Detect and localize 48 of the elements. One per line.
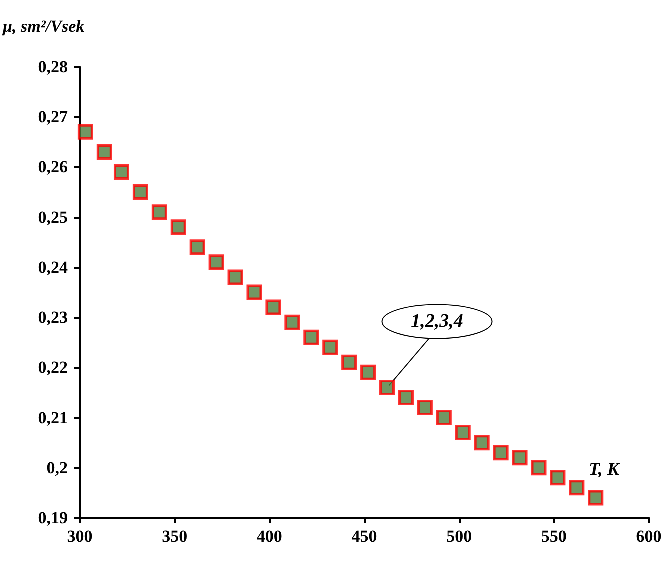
point [208, 254, 224, 270]
point [304, 330, 320, 346]
x-tick-label: 450 [352, 527, 378, 546]
y-tick-label: 0,23 [38, 308, 68, 328]
point [531, 460, 547, 476]
point [114, 164, 130, 180]
x-tick-label: 300 [67, 527, 93, 546]
point [228, 270, 244, 286]
point [78, 124, 94, 140]
point [474, 435, 490, 451]
y-tick-label: 0,28 [38, 58, 68, 76]
point [417, 400, 433, 416]
point [190, 240, 206, 256]
point [132, 184, 148, 200]
point [380, 380, 396, 396]
point [512, 450, 528, 466]
point [170, 220, 186, 236]
y-tick-label: 0,22 [38, 358, 68, 378]
y-tick-label: 0,2 [46, 458, 68, 478]
point [588, 490, 604, 506]
y-tick-label: 0,21 [38, 408, 68, 428]
x-tick-label: 350 [162, 527, 188, 546]
y-axis-title: μ, sm²/Vsek [2, 17, 86, 36]
y-tick-label: 0,24 [38, 258, 68, 277]
point [152, 204, 168, 220]
point [550, 470, 566, 486]
x-tick-label: 500 [446, 527, 472, 546]
point [436, 410, 452, 426]
x-tick-label: 600 [636, 527, 662, 546]
point [398, 390, 414, 406]
point [360, 364, 376, 380]
point [455, 425, 471, 441]
point [266, 300, 282, 316]
point [246, 284, 262, 300]
x-axis-title: T, K [589, 459, 622, 479]
y-tick-label: 0,27 [38, 108, 68, 127]
point [284, 314, 300, 330]
x-tick-label: 550 [541, 527, 567, 546]
point [322, 340, 338, 356]
x-tick-label: 400 [256, 527, 282, 546]
point [96, 144, 112, 160]
annotation: 1,2,3,4 [411, 311, 464, 332]
point [342, 354, 358, 370]
point [493, 445, 509, 461]
y-tick-label: 0,26 [38, 158, 68, 177]
y-tick-label: 0,19 [38, 508, 68, 528]
point [569, 480, 585, 496]
y-tick-label: 0,25 [38, 208, 68, 227]
